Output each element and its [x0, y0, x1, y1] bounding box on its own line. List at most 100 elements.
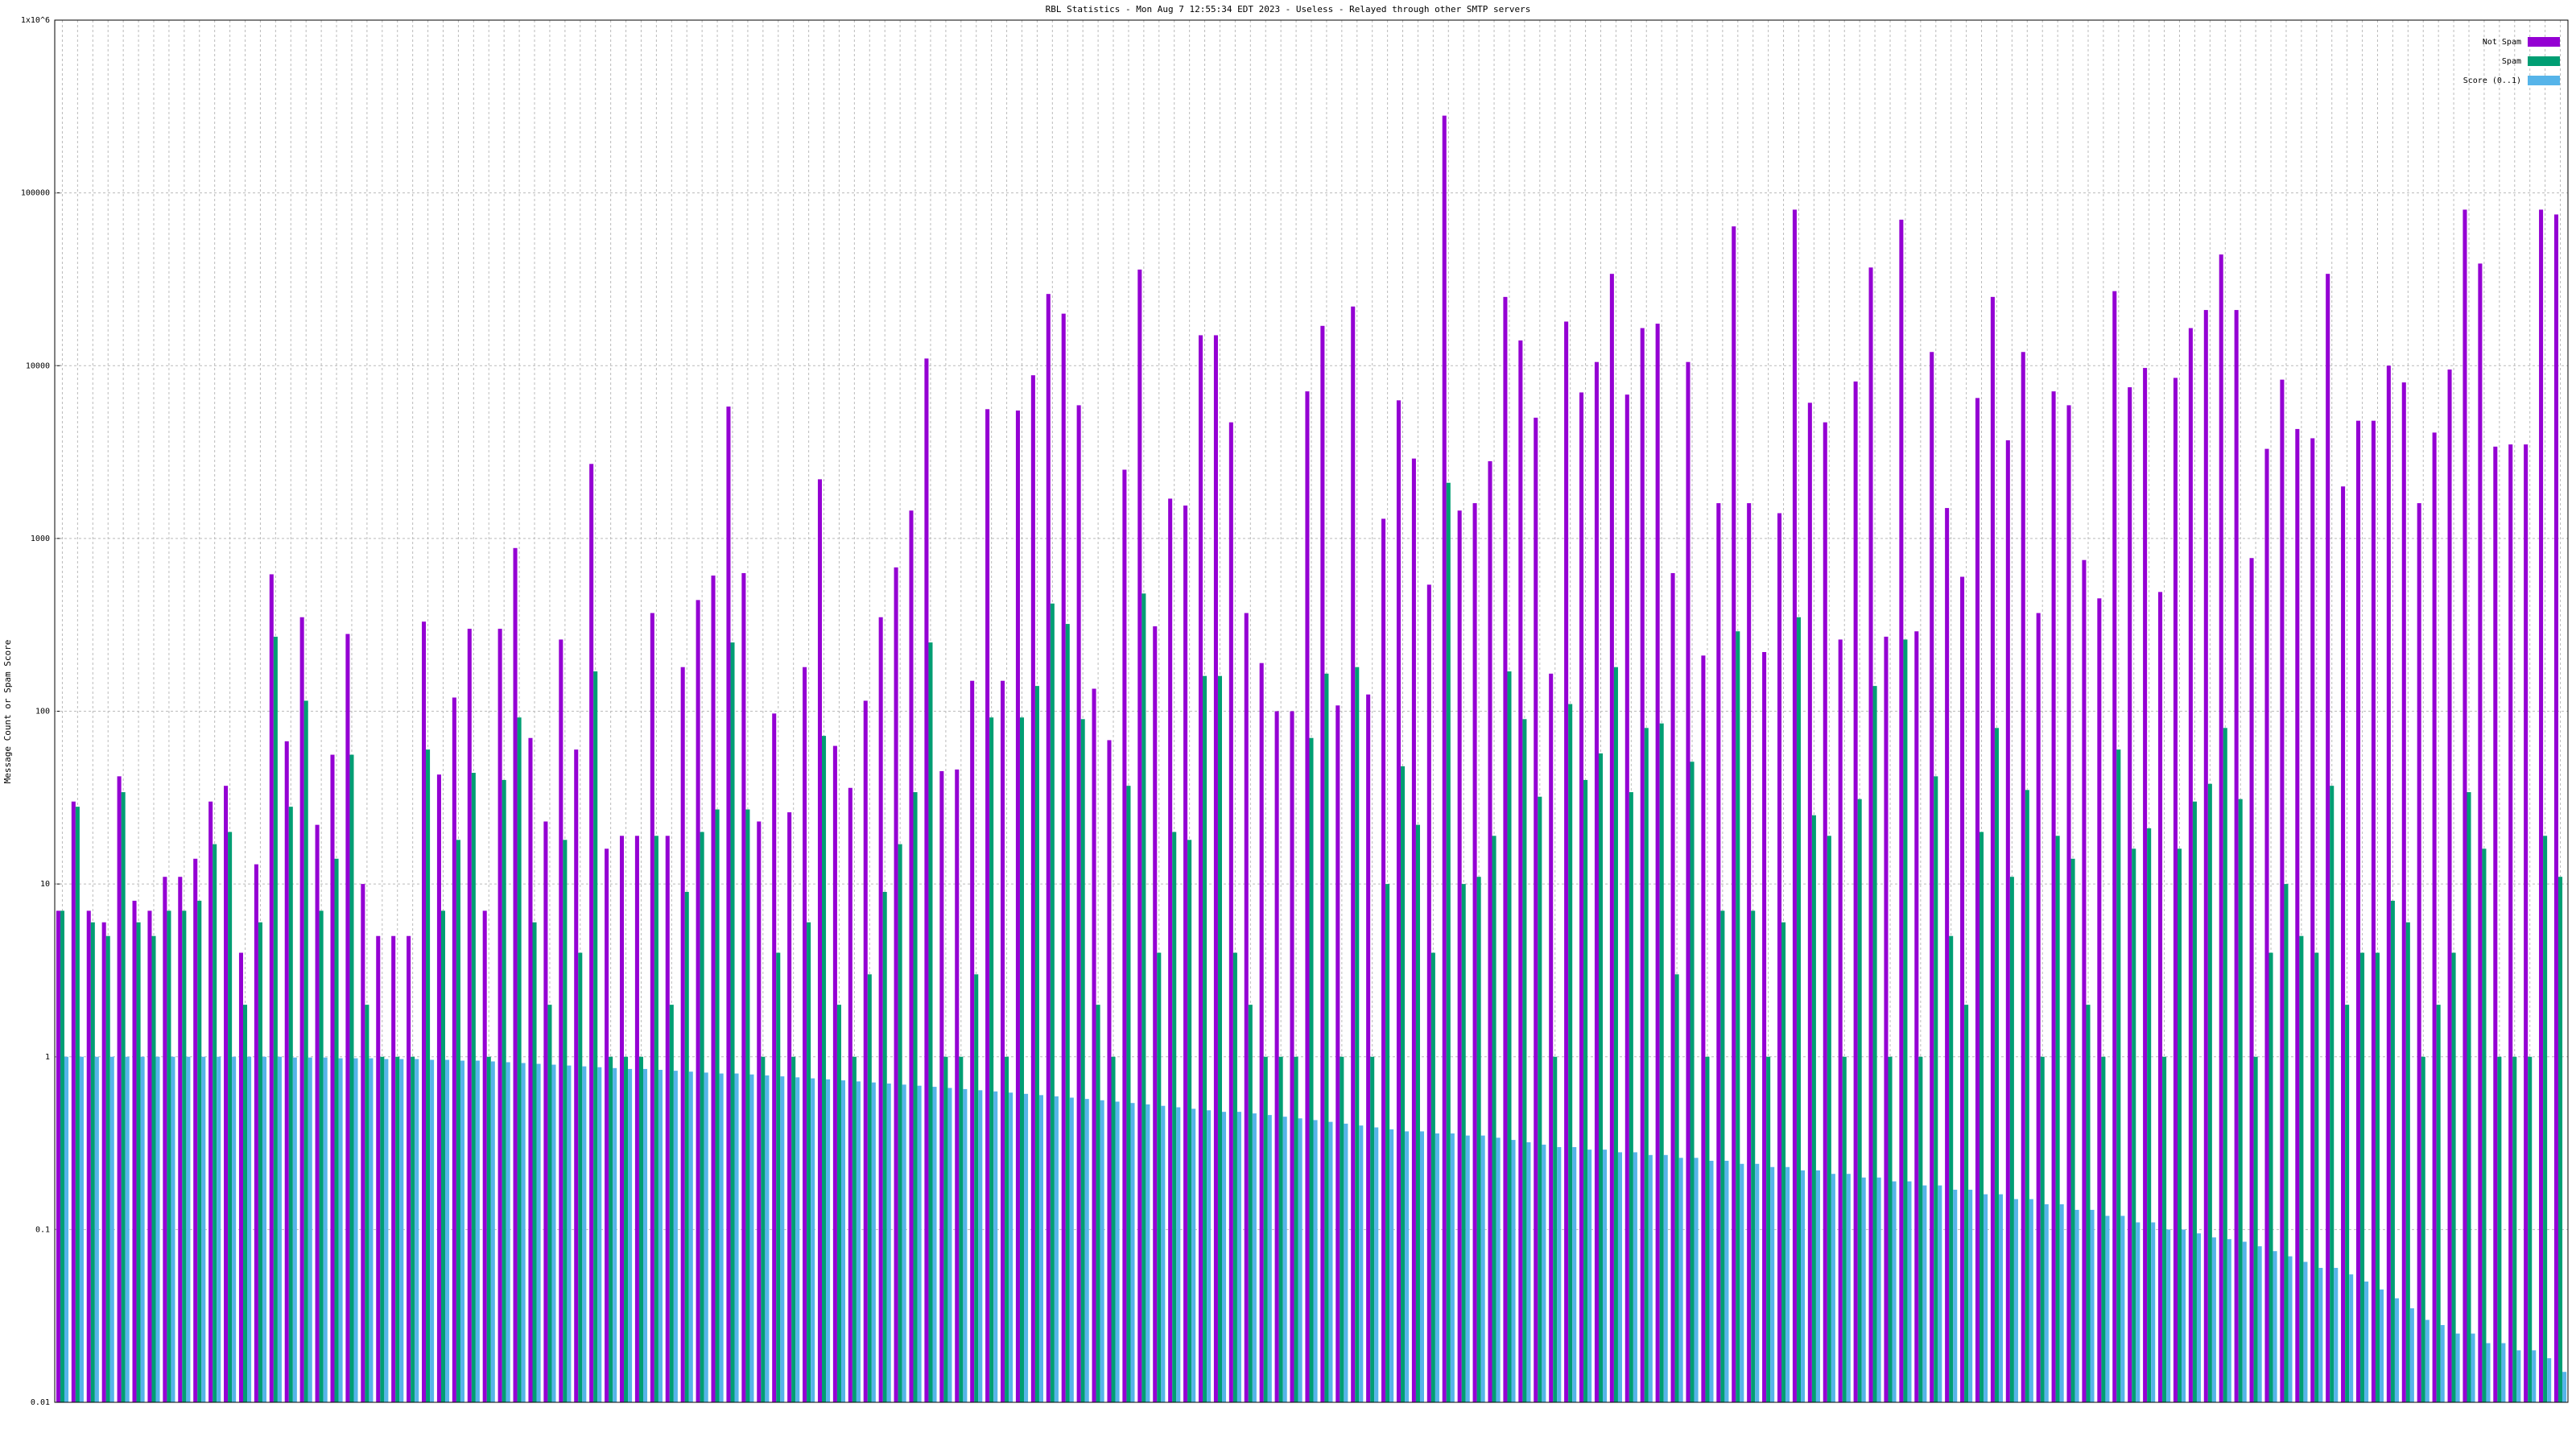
bar — [1259, 663, 1264, 1402]
bar — [654, 836, 658, 1402]
bar — [213, 844, 217, 1402]
bar — [1320, 325, 1325, 1402]
bar — [1922, 1185, 1927, 1402]
legend-label: Spam — [2502, 57, 2521, 66]
legend-swatch — [2528, 37, 2560, 47]
bar — [407, 935, 411, 1402]
bar — [224, 786, 229, 1402]
bar — [634, 836, 639, 1402]
bar — [2242, 1241, 2247, 1402]
bar — [1221, 1112, 1227, 1402]
bar — [2040, 1056, 2045, 1402]
bar — [1370, 1056, 1375, 1402]
bar — [186, 1056, 191, 1402]
bar — [1690, 762, 1695, 1402]
bar — [1503, 296, 1508, 1402]
bar — [2066, 405, 2071, 1402]
bar — [1244, 613, 1249, 1402]
bar — [217, 1056, 221, 1402]
bar — [989, 717, 994, 1402]
bar — [628, 1068, 633, 1402]
bar — [1857, 799, 1862, 1402]
bar — [2497, 1056, 2502, 1402]
bar — [605, 848, 609, 1402]
bar — [1624, 394, 1629, 1403]
bar — [1755, 1163, 1760, 1402]
bar — [440, 910, 446, 1402]
bar — [319, 910, 324, 1402]
bar — [2196, 1233, 2201, 1402]
bar — [2345, 1005, 2350, 1402]
bar — [2105, 1216, 2110, 1402]
bar — [2070, 858, 2075, 1402]
bar — [228, 832, 233, 1402]
bar — [1472, 503, 1477, 1403]
bar — [886, 1083, 891, 1402]
bar — [1872, 686, 1877, 1402]
legend-label: Score (0..1) — [2463, 76, 2521, 85]
bar — [395, 1056, 400, 1402]
bar — [665, 836, 670, 1402]
bar — [917, 1085, 922, 1402]
bar — [1709, 1160, 1714, 1402]
bar — [624, 1056, 629, 1402]
bar — [2074, 1209, 2079, 1402]
bar — [1853, 381, 1858, 1403]
bar — [1146, 1104, 1150, 1402]
bar — [201, 1056, 206, 1402]
bar — [795, 1077, 800, 1402]
bar — [56, 910, 60, 1402]
bar — [1488, 460, 1492, 1402]
bar — [2116, 749, 2121, 1402]
bar — [2051, 391, 2056, 1402]
bar — [1815, 1170, 1820, 1402]
bar — [704, 1072, 708, 1402]
bar — [445, 1059, 450, 1402]
bar — [1217, 675, 1222, 1402]
bar — [2330, 786, 2334, 1402]
bar — [2021, 352, 2025, 1402]
bar — [1884, 636, 1889, 1402]
bar — [963, 1088, 968, 1402]
bar — [2371, 420, 2376, 1402]
bar — [1903, 639, 1908, 1402]
bar — [1446, 482, 1451, 1402]
bar — [673, 1071, 678, 1402]
bar — [101, 922, 106, 1402]
bar — [730, 642, 735, 1402]
bar — [2288, 1256, 2293, 1402]
bar — [2211, 1237, 2216, 1402]
bar — [121, 792, 126, 1402]
bar — [1994, 728, 1999, 1402]
bar — [532, 922, 537, 1402]
bar — [913, 792, 918, 1402]
bar — [947, 1088, 952, 1402]
bar — [2543, 836, 2548, 1402]
legend-swatch — [2528, 76, 2560, 85]
bar — [75, 807, 80, 1402]
bar — [1553, 1056, 1558, 1402]
bar — [776, 952, 781, 1402]
bar — [1496, 1137, 1501, 1402]
bar — [613, 1067, 617, 1402]
bar — [2417, 503, 2421, 1403]
bar — [1001, 680, 1005, 1402]
bar — [1747, 503, 1752, 1403]
bar — [2280, 379, 2285, 1402]
bar — [2055, 836, 2060, 1402]
bar — [1282, 1117, 1287, 1402]
bar — [1203, 675, 1208, 1402]
bar — [928, 642, 933, 1402]
bar — [1457, 510, 1462, 1402]
bar — [247, 1056, 252, 1402]
bar — [2364, 1281, 2369, 1402]
bar — [456, 840, 460, 1402]
bar — [2005, 440, 2010, 1402]
bar — [117, 776, 122, 1402]
bar — [741, 572, 746, 1402]
bar — [1838, 639, 1843, 1402]
bar — [2455, 1333, 2460, 1402]
bar — [1401, 766, 1406, 1402]
bar — [970, 680, 975, 1402]
bar — [1762, 652, 1767, 1402]
